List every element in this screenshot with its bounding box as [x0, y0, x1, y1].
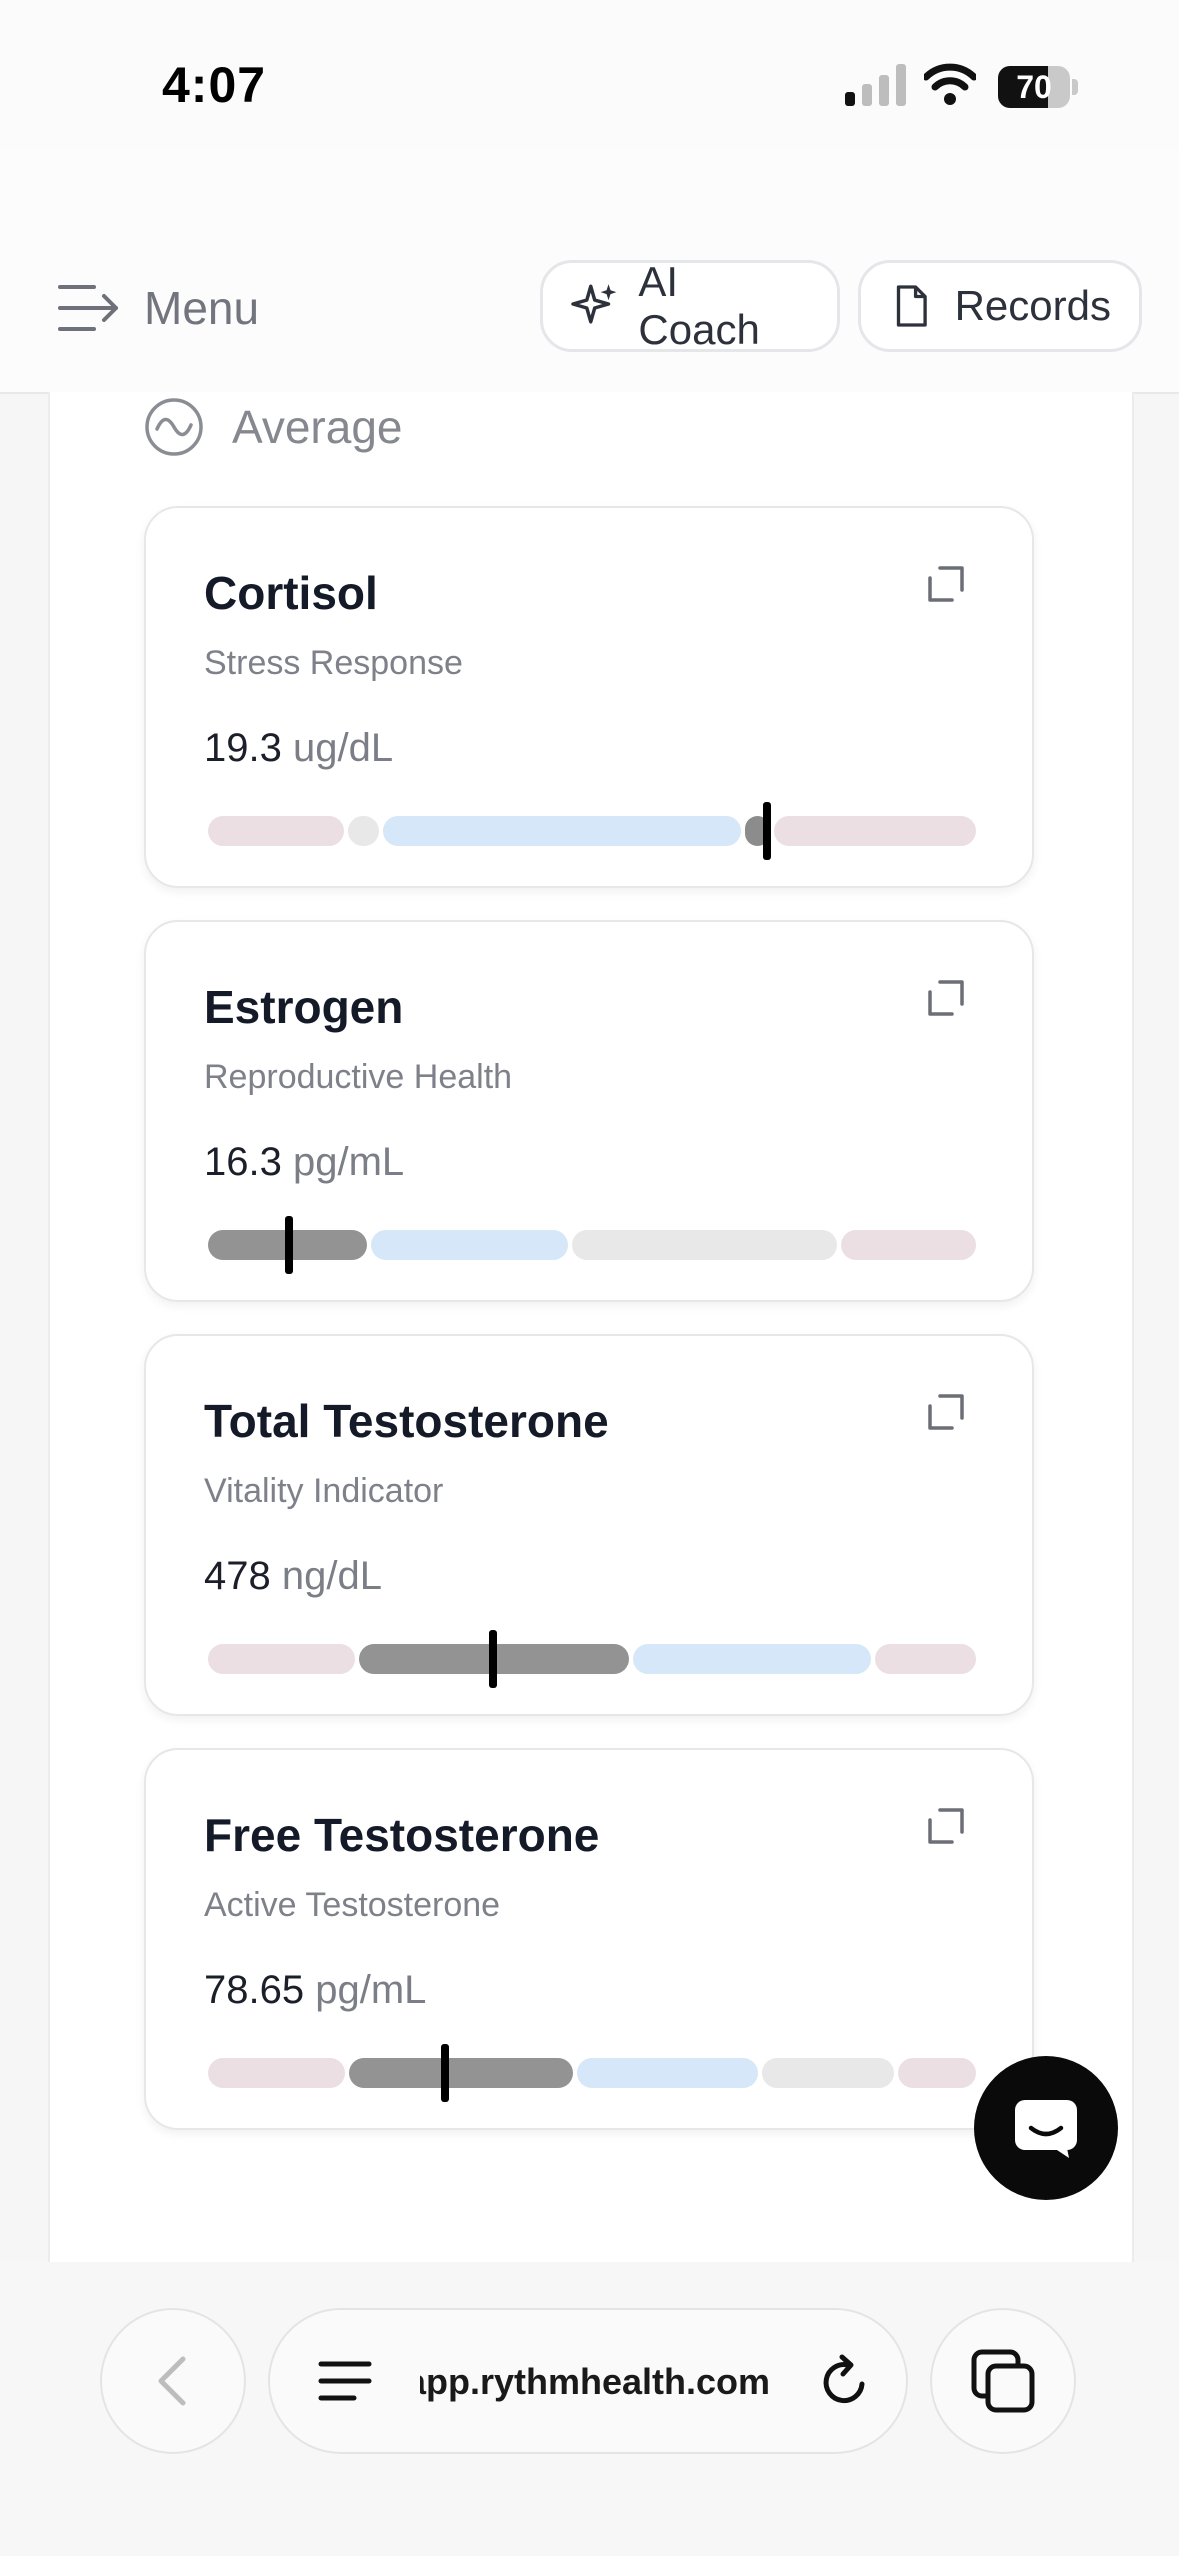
value-marker [285, 1216, 294, 1274]
app-header: Menu AI Coach Records [0, 150, 1179, 394]
biomarker-name: Total Testosterone [204, 1395, 609, 1447]
range-segment [370, 1230, 569, 1260]
records-button[interactable]: Records [858, 260, 1142, 352]
ai-coach-label: AI Coach [638, 258, 760, 353]
value-number: 478 [204, 1554, 271, 1598]
biomarker-value: 16.3 pg/mL [204, 1140, 404, 1185]
value-unit: pg/mL [292, 1140, 405, 1184]
menu-icon [58, 285, 118, 331]
range-bar [206, 2044, 978, 2102]
cellular-signal-icon [845, 64, 906, 106]
biomarker-name: Free Testosterone [204, 1809, 600, 1861]
hamburger-icon[interactable] [318, 2356, 372, 2406]
chat-button[interactable] [974, 2056, 1118, 2200]
biomarker-subtitle: Reproductive Health [204, 1058, 513, 1096]
wifi-icon [924, 63, 976, 105]
expand-icon[interactable] [926, 1392, 966, 1432]
chevron-left-icon [158, 2356, 186, 2406]
range-segment [349, 2058, 573, 2088]
value-marker [489, 1630, 498, 1688]
section-label: Average [232, 401, 403, 453]
expand-icon[interactable] [926, 1806, 966, 1846]
biomarker-value: 478 ng/dL [204, 1554, 382, 1599]
value-number: 78.65 [204, 1968, 305, 2012]
range-segment [762, 2058, 895, 2088]
range-segment [841, 1230, 976, 1260]
biomarker-name: Cortisol [204, 567, 378, 619]
value-number: 16.3 [204, 1140, 282, 1184]
sparkle-icon [571, 284, 617, 324]
address-bar[interactable]: app.rythmhealth.com [268, 2308, 908, 2454]
expand-icon[interactable] [926, 978, 966, 1018]
range-segment [208, 1644, 356, 1674]
range-segment [875, 1644, 976, 1674]
section-header-average: Average [144, 392, 403, 462]
range-segment [572, 1230, 838, 1260]
url-text-container: app.rythmhealth.com [420, 2354, 770, 2410]
menu-label: Menu [144, 282, 260, 334]
range-segment [577, 2058, 759, 2088]
value-marker [763, 802, 772, 860]
value-number: 19.3 [204, 726, 282, 770]
chat-icon [1015, 2100, 1077, 2158]
value-unit: ng/dL [281, 1554, 382, 1598]
range-segment [633, 1644, 871, 1674]
battery-level: 70 [1016, 69, 1052, 105]
battery-icon: 70 [998, 66, 1078, 108]
biomarker-card-cortisol[interactable]: Cortisol Stress Response 19.3 ug/dL [144, 506, 1034, 888]
tabs-button[interactable] [930, 2308, 1076, 2454]
expand-icon[interactable] [926, 564, 966, 604]
range-segment [347, 816, 380, 846]
biomarker-subtitle: Vitality Indicator [204, 1472, 444, 1510]
ai-coach-button[interactable]: AI Coach [540, 258, 840, 353]
range-bar [206, 1216, 978, 1274]
biomarker-subtitle: Stress Response [204, 644, 463, 682]
document-icon [896, 285, 927, 327]
records-label: Records [954, 282, 1111, 329]
biomarker-name: Estrogen [204, 981, 404, 1033]
tabs-icon [971, 2349, 1035, 2413]
reload-icon[interactable] [816, 2354, 872, 2410]
biomarker-card-total-testosterone[interactable]: Total Testosterone Vitality Indicator 47… [144, 1334, 1034, 1716]
status-bar: 4:07 70 [0, 0, 1179, 150]
menu-button[interactable]: Menu [58, 268, 259, 348]
range-segment [898, 2058, 976, 2088]
biomarker-subtitle: Active Testosterone [204, 1886, 501, 1924]
value-unit: ug/dL [292, 726, 394, 770]
value-unit: pg/mL [315, 1968, 427, 2012]
biomarker-value: 19.3 ug/dL [204, 726, 393, 771]
range-segment [383, 816, 741, 846]
value-marker [441, 2044, 450, 2102]
range-segment [208, 2058, 346, 2088]
url-text: app.rythmhealth.com [420, 2361, 770, 2402]
wave-circle-icon [145, 398, 203, 456]
range-bar [206, 1630, 978, 1688]
biomarker-card-free-testosterone[interactable]: Free Testosterone Active Testosterone 78… [144, 1748, 1034, 2130]
biomarker-value: 78.65 pg/mL [204, 1968, 426, 2013]
range-segment [208, 816, 344, 846]
range-bar [206, 802, 978, 860]
status-time: 4:07 [162, 57, 267, 113]
range-segment [773, 816, 976, 846]
back-button[interactable] [100, 2308, 246, 2454]
biomarker-card-estrogen[interactable]: Estrogen Reproductive Health 16.3 pg/mL [144, 920, 1034, 1302]
